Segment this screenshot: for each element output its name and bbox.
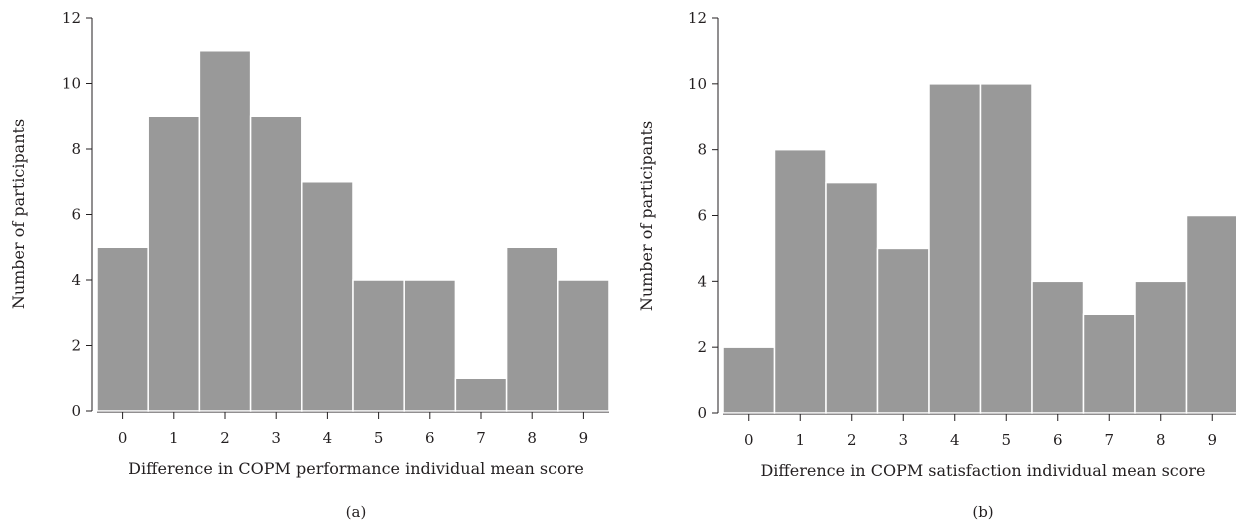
panel-b-y-tick-label: 12 [688,9,707,27]
panel-b-x-tick-label: 0 [744,431,754,449]
panel-a-bar-7 [454,377,508,412]
panel-a-y-tick-label: 4 [71,271,81,289]
panel-a-x-tick-label: 9 [579,429,589,447]
panel-b-y-tick-label: 2 [697,338,707,356]
panel-a-y-axis-title: Number of participants [9,119,28,309]
panel-a-bar-8 [505,246,559,412]
panel-a-y-tick-label: 10 [62,75,81,93]
panel-b-x-tick-label: 7 [1104,431,1114,449]
panel-a-bar-5 [352,279,405,412]
panel-a-y-tick-label: 2 [71,337,81,355]
panel-b-bar-8 [1134,280,1188,414]
panel-a-y-tick-label: 12 [62,9,81,27]
panel-a-bar-6 [403,279,457,412]
panel-b-y-axis-title: Number of participants [637,121,656,311]
panel-b-x-tick-label: 4 [950,431,960,449]
panel-b-bar-5 [979,83,1033,414]
panel-a-bar-3 [249,115,303,412]
panel-b-y-tick-label: 10 [688,75,707,93]
panel-a-x-tick-label: 3 [271,429,281,447]
panel-b-bar-9 [1185,214,1236,414]
panel-b-x-axis: 0 1 2 3 4 5 6 7 8 9 [723,413,1236,449]
panel-b-x-tick-label: 1 [795,431,805,449]
panel-b-y-tick-label: 0 [697,404,707,422]
panel-b-bars [722,83,1236,414]
panel-b-bar-4 [928,83,982,414]
panel-a-x-tick-label: 2 [220,429,230,447]
panel-b-bar-0 [722,346,776,414]
panel-a-x-tick-label: 4 [323,429,333,447]
panel-a-y-tick-label: 8 [71,140,81,158]
panel-b-x-tick-label: 5 [1001,431,1011,449]
panel-a-y-tick-label: 6 [71,206,81,224]
panel-b-x-tick-label: 8 [1156,431,1166,449]
panel-b-y-tick-label: 6 [697,207,707,225]
panel-a-x-tick-label: 5 [374,429,384,447]
panel-a-bar-4 [301,181,354,412]
panel-b-y-axis: 0 2 4 6 8 10 12 [688,9,719,422]
panel-a-x-tick-label: 8 [527,429,537,447]
panel-a-x-tick-label: 7 [476,429,486,447]
panel-a-label: (a) [346,503,367,521]
panel-a-y-tick-label: 0 [71,402,81,420]
panel-a-y-axis: 0 2 4 6 8 10 12 [62,9,93,420]
panel-a-x-tick-label: 0 [118,429,128,447]
panel-b-x-axis-title: Difference in COPM satisfaction individu… [760,461,1205,480]
panel-b-x-tick-label: 6 [1053,431,1063,449]
panel-b-bar-1 [773,148,827,414]
panel-a-bar-9 [557,279,610,412]
panel-b-x-tick-label: 2 [847,431,857,449]
panel-a-bar-1 [147,115,201,412]
panel-a-x-tick-label: 1 [169,429,179,447]
panel-b-x-tick-label: 3 [898,431,908,449]
panel-b-bar-3 [876,247,930,414]
panel-b-bar-7 [1082,313,1136,414]
panel-b-y-tick-label: 4 [697,272,707,290]
panel-a-x-axis: 0 1 2 3 4 5 6 7 8 9 [97,411,609,447]
panel-b-x-tick-label: 9 [1207,431,1217,449]
panel-a-bar-0 [96,246,149,412]
panel-a-x-axis-title: Difference in COPM performance individua… [128,459,584,478]
panel-a-x-tick-label: 6 [425,429,435,447]
panel-b-y-tick-label: 8 [697,141,707,159]
panel-b-bar-6 [1031,280,1085,414]
panel-a-bar-2 [198,50,252,412]
panel-b-label: (b) [972,503,993,521]
panel-a-bars [96,50,610,412]
panel-b-bar-2 [825,181,879,414]
